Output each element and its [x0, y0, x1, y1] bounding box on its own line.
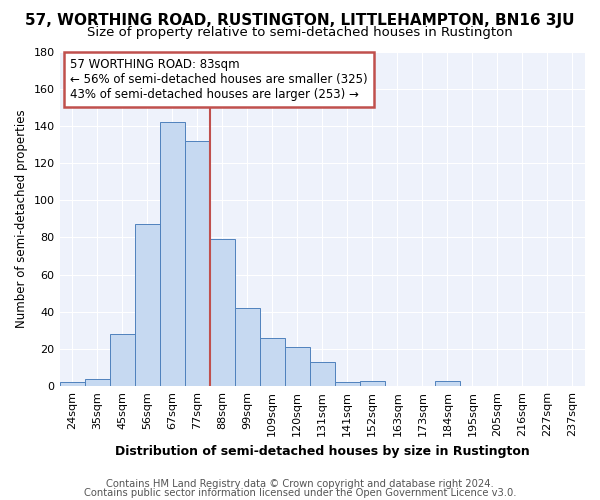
Bar	[310, 362, 335, 386]
Bar	[59, 382, 85, 386]
Bar	[134, 224, 160, 386]
Bar	[160, 122, 185, 386]
Bar	[260, 338, 285, 386]
Bar	[285, 347, 310, 386]
Text: 57 WORTHING ROAD: 83sqm
← 56% of semi-detached houses are smaller (325)
43% of s: 57 WORTHING ROAD: 83sqm ← 56% of semi-de…	[70, 58, 368, 101]
Bar	[85, 378, 110, 386]
Bar	[110, 334, 134, 386]
Bar	[209, 240, 235, 386]
Bar	[435, 380, 460, 386]
Text: Contains public sector information licensed under the Open Government Licence v3: Contains public sector information licen…	[84, 488, 516, 498]
Bar	[235, 308, 260, 386]
Y-axis label: Number of semi-detached properties: Number of semi-detached properties	[15, 110, 28, 328]
Text: Size of property relative to semi-detached houses in Rustington: Size of property relative to semi-detach…	[87, 26, 513, 39]
Bar	[335, 382, 360, 386]
Text: Contains HM Land Registry data © Crown copyright and database right 2024.: Contains HM Land Registry data © Crown c…	[106, 479, 494, 489]
Bar	[185, 140, 209, 386]
X-axis label: Distribution of semi-detached houses by size in Rustington: Distribution of semi-detached houses by …	[115, 444, 530, 458]
Bar	[360, 380, 385, 386]
Text: 57, WORTHING ROAD, RUSTINGTON, LITTLEHAMPTON, BN16 3JU: 57, WORTHING ROAD, RUSTINGTON, LITTLEHAM…	[25, 12, 575, 28]
